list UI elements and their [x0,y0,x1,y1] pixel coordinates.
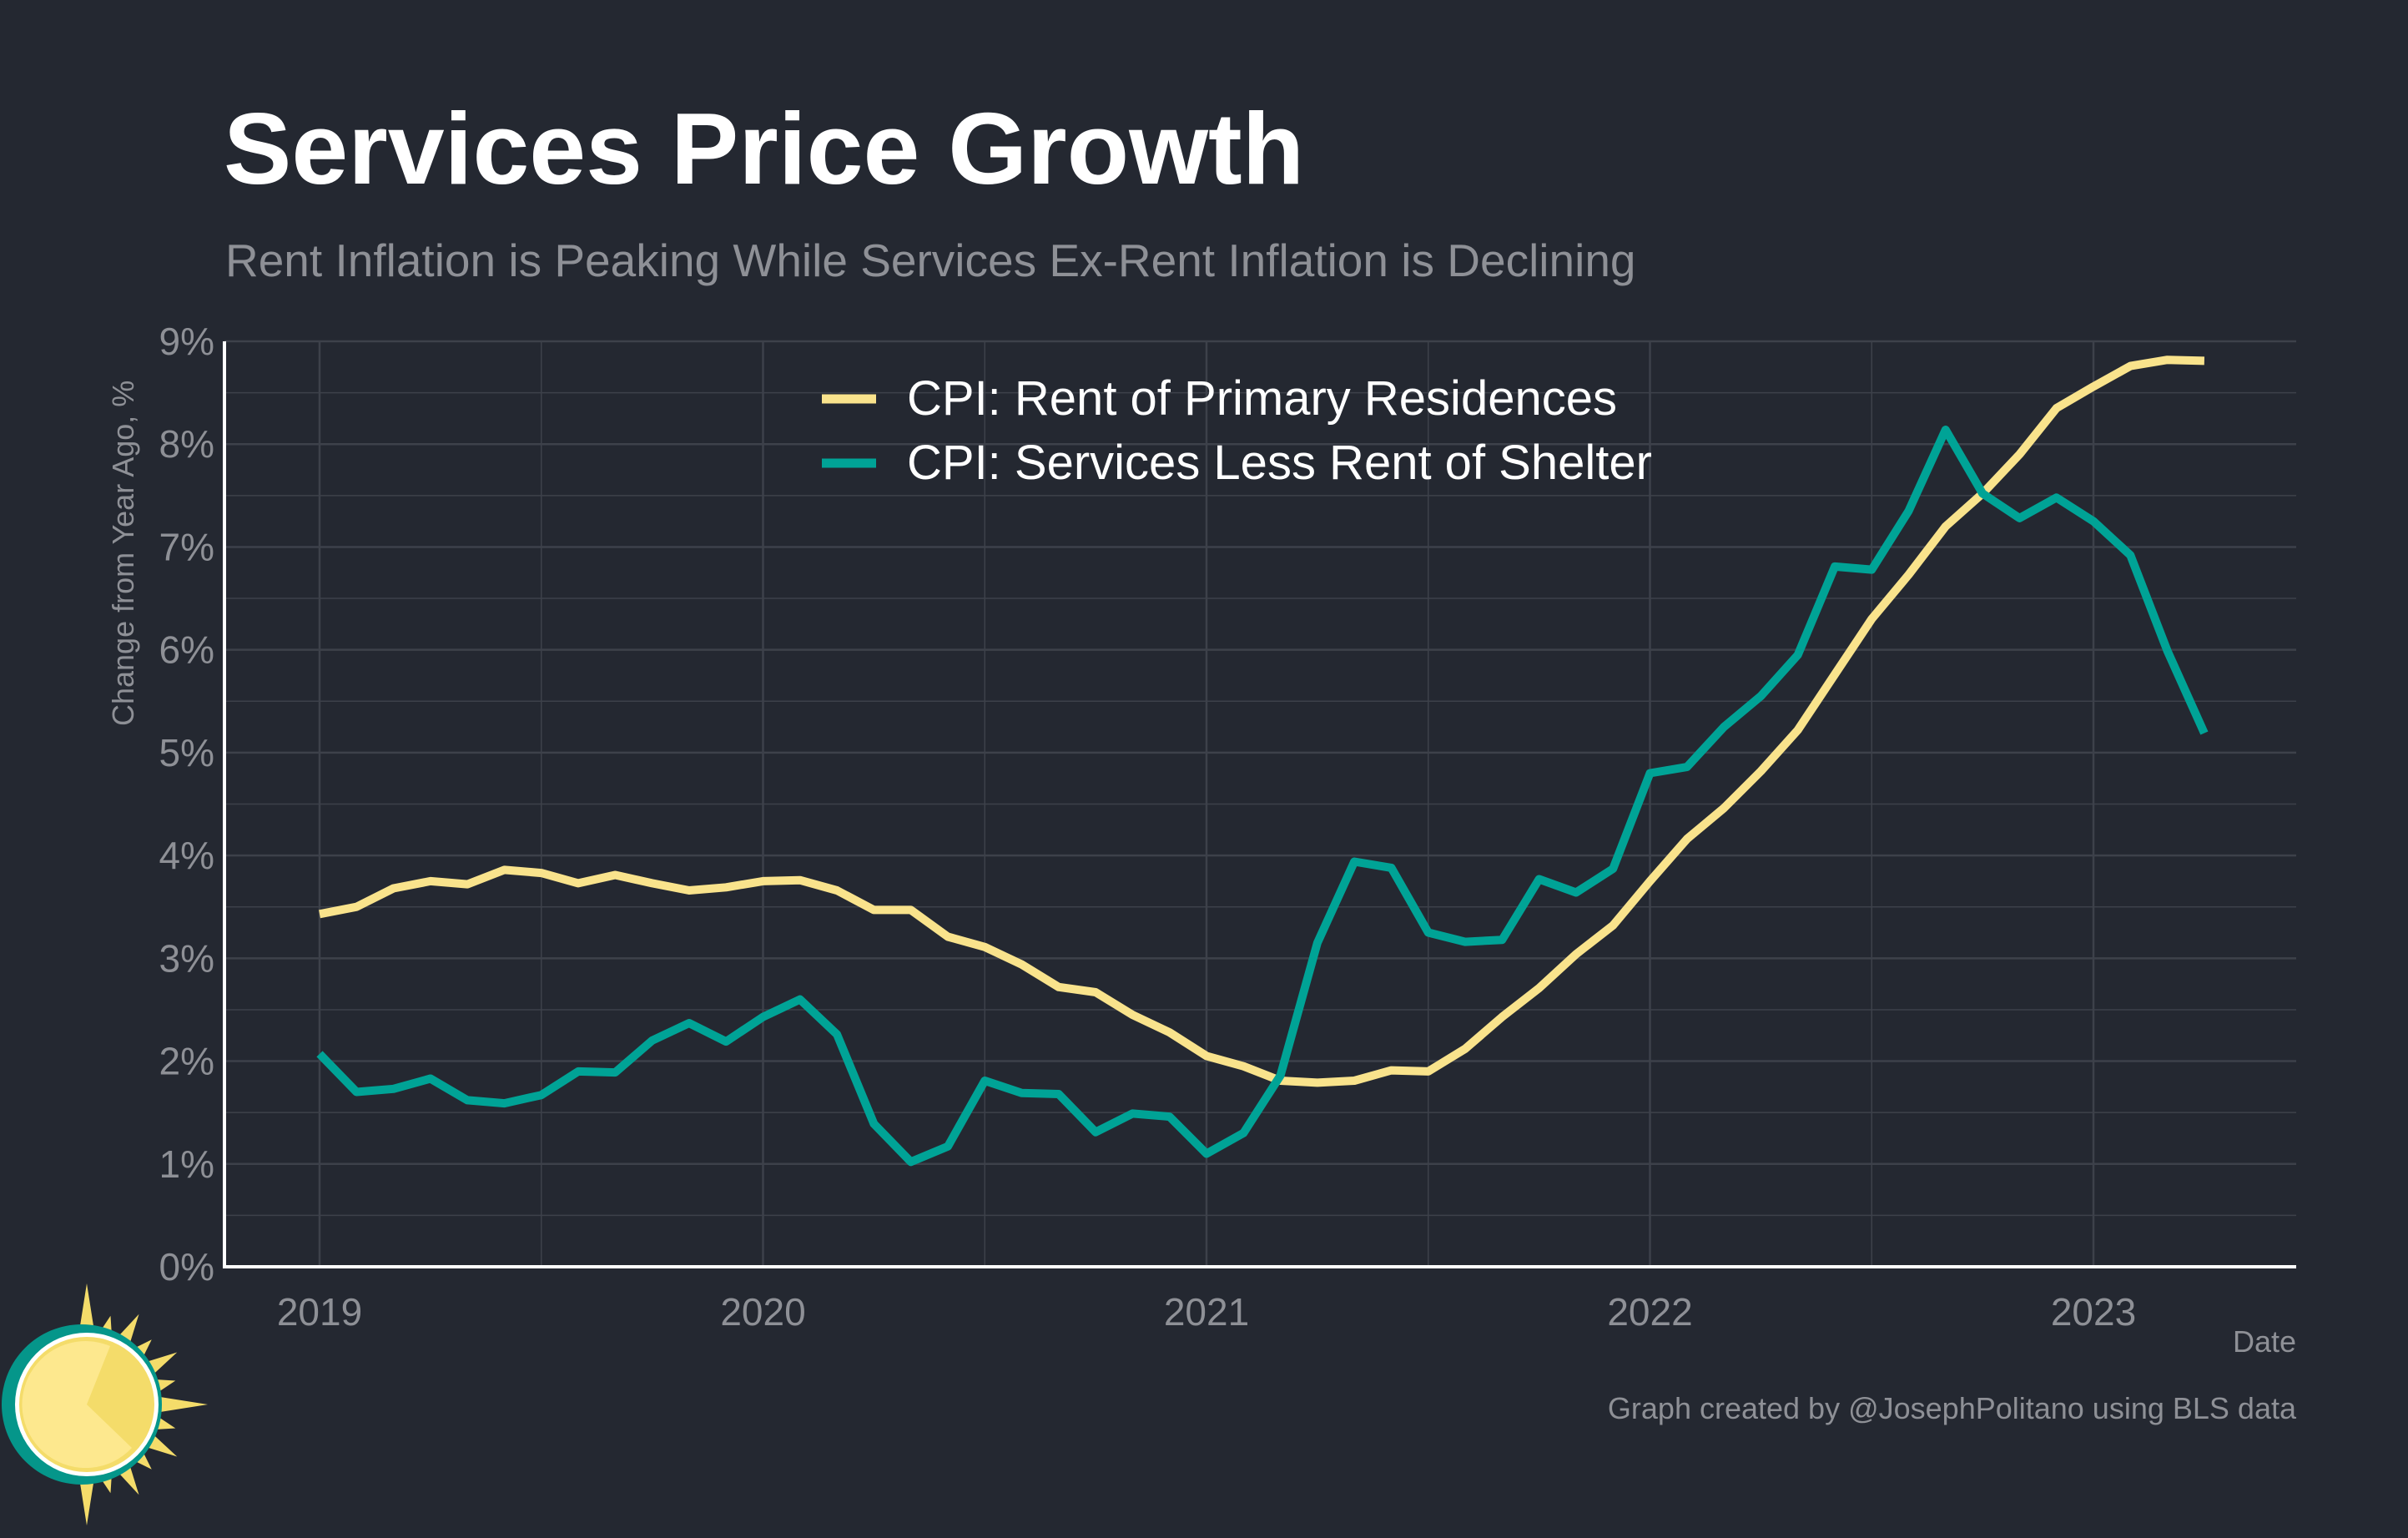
y-tick-label: 8% [159,422,214,466]
x-axis-label: Date [2233,1324,2296,1359]
caption: Graph created by @JosephPolitano using B… [1608,1391,2297,1425]
legend-label-rent: CPI: Rent of Primary Residences [907,371,1617,426]
y-tick-label: 7% [159,525,214,568]
series-lines [316,356,2209,1167]
services-line [316,426,2209,1167]
rent-line [319,356,2205,1087]
y-tick-label: 0% [159,1245,214,1288]
x-tick-label: 2023 [2051,1290,2136,1334]
x-tick-label: 2020 [720,1290,805,1334]
y-tick-label: 5% [159,731,214,774]
x-tick-label: 2022 [1607,1290,1692,1334]
y-tick-label: 2% [159,1040,214,1083]
axes [223,341,2296,1268]
chart-title: Services Price Growth [224,92,1305,205]
y-axis-label: Change from Year Ago, % [106,381,140,726]
y-tick-label: 3% [159,936,214,980]
sun-logo [2,1283,208,1525]
legend-label-services: CPI: Services Less Rent of Shelter [907,436,1652,490]
y-tick-label: 1% [159,1142,214,1186]
sun-ray [153,1395,208,1414]
chart-subtitle: Rent Inflation is Peaking While Services… [225,234,1636,286]
y-tick-label: 6% [159,628,214,672]
y-tick-label: 9% [159,320,214,363]
tick-labels: 0% 1% 2% 3% 4% 5% 6% 7% 8% 9% 2019 2020 2021 2022 2023 [159,320,2137,1334]
x-tick-label: 2019 [277,1290,362,1334]
y-tick-label: 4% [159,834,214,877]
legend: CPI: Rent of Primary Residences CPI: Ser… [822,371,1652,490]
x-tick-label: 2021 [1164,1290,1249,1334]
